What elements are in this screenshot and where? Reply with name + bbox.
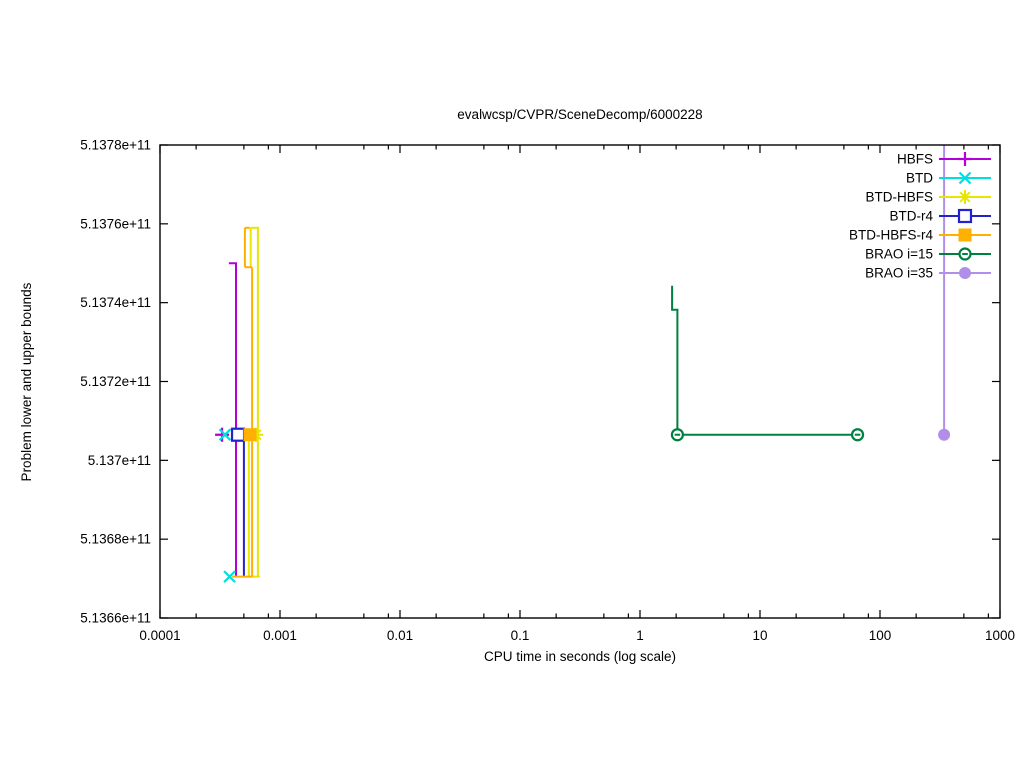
y-axis-label: Problem lower and upper bounds [19,282,34,481]
series-marker-cross [218,428,232,441]
y-tick-label: 5.1368e+11 [80,532,151,547]
legend-label: BTD-r4 [890,209,934,224]
series-marker-plus [215,427,230,442]
series-marker-asterisk [958,190,972,204]
x-tick-label: 10 [752,628,767,643]
y-tick-label: 5.1378e+11 [80,138,151,153]
legend-label: BRAO i=15 [865,247,933,262]
y-tick-label: 5.1366e+11 [80,611,151,626]
series-marker-plus [958,152,972,166]
x-tick-label: 0.1 [511,628,530,643]
x-axis-label: CPU time in seconds (log scale) [484,649,676,664]
y-tick-label: 5.137e+11 [88,453,151,468]
legend-label: BTD-HBFS [866,190,934,205]
x-tick-label: 1 [636,628,644,643]
legend-label: HBFS [897,152,933,167]
x-tick-label: 0.0001 [139,628,180,643]
legend-label: BRAO i=35 [865,266,933,281]
series-marker-cross [958,171,972,185]
y-tick-label: 5.1372e+11 [80,374,151,389]
series-line [228,262,237,577]
y-tick-label: 5.1374e+11 [80,295,151,310]
series-marker-square-open [230,427,246,442]
legend-label: BTD [906,171,933,186]
x-tick-label: 1000 [985,628,1015,643]
plot-frame [159,144,1001,619]
series-marker-square-filled [243,428,257,442]
series-marker-cross [223,570,236,583]
series-marker-circle-filled [938,428,951,441]
series-marker-square-filled [958,228,972,242]
series-marker-circle-filled [959,267,971,279]
legend-label: BTD-HBFS-r4 [849,228,933,243]
series-line [250,226,259,577]
x-tick-label: 0.01 [387,628,413,643]
plot-body: 0.0001 0.001 0.01 0.1 1 10 100 1000 5.1366e+11 5.… [80,138,1015,644]
chart-title: evalwcsp/CVPR/SceneDecomp/6000228 [457,107,702,122]
y-tick-label: 5.1376e+11 [80,216,151,231]
series-marker-square-open [957,208,973,224]
series-line [671,285,858,436]
x-tick-label: 100 [869,628,892,643]
x-tick-label: 0.001 [263,628,297,643]
